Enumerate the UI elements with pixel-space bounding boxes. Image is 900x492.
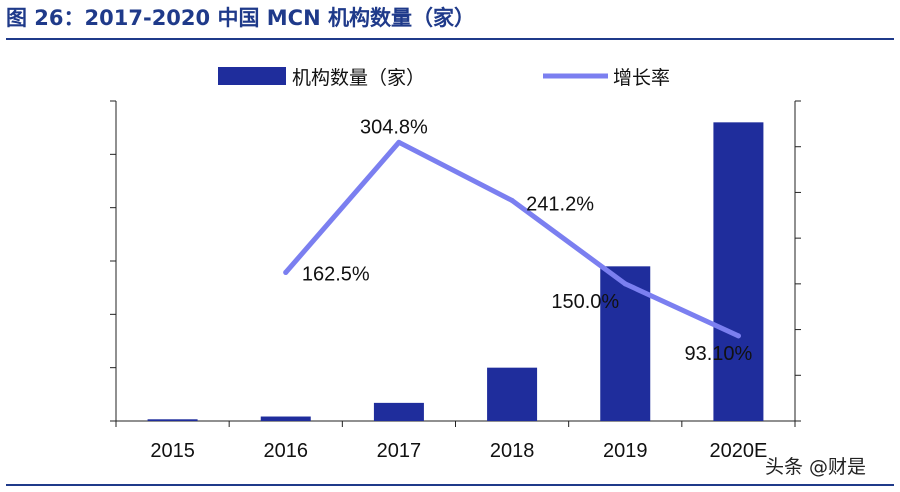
growth-label-2018: 241.2% [526, 193, 594, 215]
title-divider [6, 38, 894, 40]
x-tick-label: 2016 [264, 440, 309, 462]
growth-label-2019: 150.0% [551, 291, 619, 313]
growth-rate-line [283, 139, 741, 339]
x-tick-label: 2018 [490, 440, 535, 462]
growth-point-2017 [396, 139, 402, 145]
legend: 机构数量（家） 增长率 [218, 67, 670, 89]
bar-2018 [487, 367, 538, 421]
bar-2015 [147, 419, 198, 421]
x-tick-label: 2017 [377, 440, 422, 462]
watermark: 头条 @财是 [765, 456, 867, 478]
labels-layer: 162.5% 304.8% 241.2% 150.0% 93.10% [302, 116, 753, 365]
legend-bar-label: 机构数量（家） [292, 67, 425, 89]
growth-point-2020E [735, 333, 741, 339]
bar-2020E [713, 122, 764, 421]
growth-point-2019 [622, 281, 628, 287]
x-tick-label: 2020E [709, 440, 767, 462]
bottom-divider [6, 484, 894, 486]
growth-label-2016: 162.5% [302, 263, 370, 285]
growth-label-2017: 304.8% [360, 116, 428, 138]
chart-title: 图 26：2017-2020 中国 MCN 机构数量（家） [6, 6, 475, 30]
growth-label-2020E: 93.10% [684, 343, 752, 365]
bars-layer [147, 122, 764, 421]
growth-point-2016 [283, 269, 289, 275]
legend-line-label: 增长率 [613, 67, 670, 89]
growth-point-2018 [509, 197, 515, 203]
bar-2016 [260, 416, 311, 421]
line-layer [283, 139, 741, 339]
legend-bar-swatch [218, 67, 286, 85]
x-tick-label: 2015 [150, 440, 195, 462]
axes: 2015 2016 2017 2018 2019 2020E [110, 100, 801, 462]
bar-2017 [373, 402, 424, 421]
x-tick-label: 2019 [603, 440, 648, 462]
